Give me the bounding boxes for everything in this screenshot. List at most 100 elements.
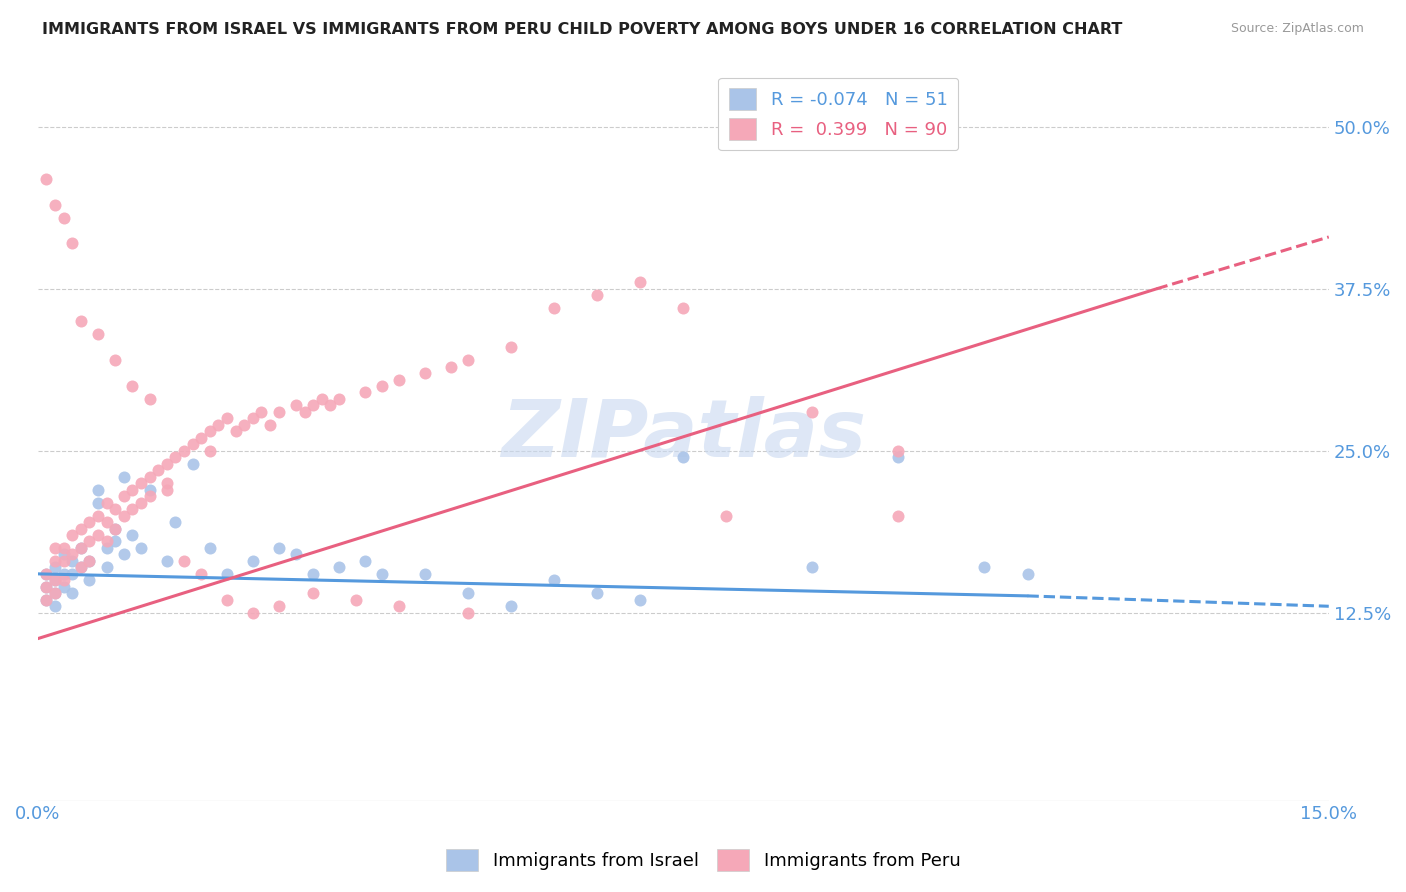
Point xyxy=(319,399,342,413)
Point xyxy=(242,411,264,425)
Point xyxy=(112,489,135,503)
Point xyxy=(215,566,238,581)
Point xyxy=(353,385,375,400)
Point xyxy=(112,508,135,523)
Point xyxy=(543,574,565,588)
Point xyxy=(413,566,436,581)
Text: IMMIGRANTS FROM ISRAEL VS IMMIGRANTS FROM PERU CHILD POVERTY AMONG BOYS UNDER 16: IMMIGRANTS FROM ISRAEL VS IMMIGRANTS FRO… xyxy=(42,22,1122,37)
Point xyxy=(801,560,824,574)
Point xyxy=(311,392,333,406)
Point xyxy=(69,541,91,555)
Point xyxy=(371,566,394,581)
Point xyxy=(215,592,238,607)
Point xyxy=(35,592,58,607)
Point xyxy=(388,372,411,386)
Point xyxy=(52,211,75,225)
Point xyxy=(586,586,609,600)
Point xyxy=(44,574,66,588)
Point xyxy=(198,425,221,439)
Point xyxy=(181,457,204,471)
Point xyxy=(87,528,110,542)
Point xyxy=(233,417,256,432)
Point xyxy=(44,560,66,574)
Point xyxy=(35,580,58,594)
Point xyxy=(267,541,290,555)
Point xyxy=(328,560,350,574)
Point xyxy=(104,502,127,516)
Point xyxy=(801,405,824,419)
Point xyxy=(887,443,910,458)
Point xyxy=(165,515,187,529)
Point xyxy=(96,495,118,509)
Point xyxy=(69,560,91,574)
Point xyxy=(225,425,247,439)
Point xyxy=(457,586,479,600)
Point xyxy=(198,541,221,555)
Point xyxy=(60,586,83,600)
Point xyxy=(129,476,152,491)
Point xyxy=(173,443,195,458)
Point xyxy=(672,450,695,465)
Point xyxy=(69,314,91,328)
Point xyxy=(302,586,325,600)
Point xyxy=(672,301,695,316)
Legend: Immigrants from Israel, Immigrants from Peru: Immigrants from Israel, Immigrants from … xyxy=(439,842,967,879)
Point xyxy=(1017,566,1039,581)
Point xyxy=(267,599,290,614)
Point xyxy=(121,528,143,542)
Point xyxy=(52,566,75,581)
Point xyxy=(173,554,195,568)
Point xyxy=(52,548,75,562)
Point xyxy=(284,548,307,562)
Point xyxy=(69,560,91,574)
Point xyxy=(52,554,75,568)
Point xyxy=(60,554,83,568)
Point xyxy=(52,574,75,588)
Point xyxy=(138,392,160,406)
Point xyxy=(887,450,910,465)
Point xyxy=(371,379,394,393)
Point xyxy=(250,405,273,419)
Point xyxy=(207,417,229,432)
Point xyxy=(112,469,135,483)
Point xyxy=(96,541,118,555)
Point xyxy=(543,301,565,316)
Point xyxy=(60,528,83,542)
Point xyxy=(156,483,179,497)
Point xyxy=(302,566,325,581)
Point xyxy=(181,437,204,451)
Point xyxy=(104,534,127,549)
Point xyxy=(35,566,58,581)
Point xyxy=(388,599,411,614)
Point xyxy=(156,476,179,491)
Point xyxy=(96,560,118,574)
Point xyxy=(121,379,143,393)
Point xyxy=(716,508,738,523)
Point xyxy=(284,399,307,413)
Point xyxy=(215,411,238,425)
Point xyxy=(129,541,152,555)
Point xyxy=(44,586,66,600)
Point xyxy=(79,534,101,549)
Point xyxy=(44,574,66,588)
Point xyxy=(198,443,221,458)
Point xyxy=(121,502,143,516)
Point xyxy=(586,288,609,302)
Point xyxy=(242,606,264,620)
Point xyxy=(60,548,83,562)
Point xyxy=(148,463,170,477)
Point xyxy=(267,405,290,419)
Point xyxy=(457,606,479,620)
Text: Source: ZipAtlas.com: Source: ZipAtlas.com xyxy=(1230,22,1364,36)
Legend: R = -0.074   N = 51, R =  0.399   N = 90: R = -0.074 N = 51, R = 0.399 N = 90 xyxy=(718,78,959,151)
Point xyxy=(138,469,160,483)
Point xyxy=(79,574,101,588)
Point xyxy=(156,457,179,471)
Point xyxy=(259,417,281,432)
Point xyxy=(138,483,160,497)
Point xyxy=(413,366,436,380)
Point xyxy=(44,197,66,211)
Point xyxy=(501,599,523,614)
Point xyxy=(165,450,187,465)
Point xyxy=(87,495,110,509)
